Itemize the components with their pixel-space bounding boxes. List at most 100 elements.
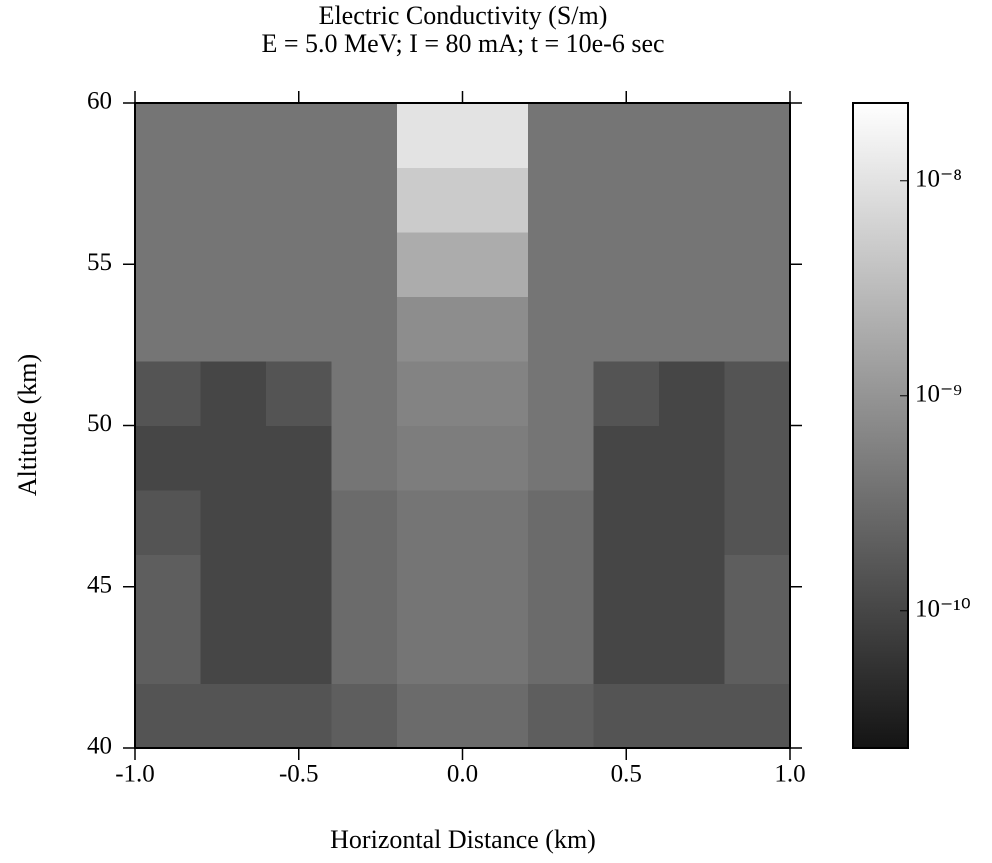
heat-cell — [200, 361, 267, 426]
heat-cell — [331, 619, 398, 684]
heat-cell — [593, 232, 660, 297]
heat-cell — [397, 296, 463, 362]
heat-cell — [462, 103, 529, 168]
heat-cell — [200, 554, 267, 620]
heat-cell — [659, 619, 725, 684]
heat-cell — [724, 554, 791, 620]
heat-cell — [528, 167, 594, 233]
y-tick-label: 50 — [87, 410, 112, 437]
heat-cell — [331, 103, 398, 168]
heat-cell — [397, 683, 463, 749]
heat-cell — [397, 361, 463, 426]
heat-cell — [593, 490, 660, 555]
heat-cell — [200, 232, 267, 297]
heat-cell — [593, 619, 660, 684]
heat-cell — [266, 167, 332, 233]
heat-cell — [528, 103, 594, 168]
heatmap — [135, 103, 791, 749]
heat-cell — [659, 296, 725, 362]
heat-cell — [528, 296, 594, 362]
heat-cell — [462, 425, 529, 491]
x-tick-label: -1.0 — [115, 761, 155, 788]
heat-cell — [724, 167, 791, 233]
colorbar-tick-label: 10⁻⁹ — [915, 381, 962, 408]
heat-cell — [135, 425, 201, 491]
heat-cell — [724, 683, 791, 749]
heat-cell — [266, 361, 332, 426]
heat-cell — [266, 490, 332, 555]
heat-cell — [528, 490, 594, 555]
heat-cell — [331, 425, 398, 491]
heat-cell — [331, 361, 398, 426]
heat-cell — [331, 683, 398, 749]
heat-cell — [462, 554, 529, 620]
chart-title: Electric Conductivity (S/m) — [319, 1, 608, 30]
heat-cell — [528, 425, 594, 491]
heat-cell — [200, 167, 267, 233]
chart-subtitle: E = 5.0 MeV; I = 80 mA; t = 10e-6 sec — [261, 29, 664, 58]
heat-cell — [200, 103, 267, 168]
heat-cell — [462, 167, 529, 233]
heat-cell — [724, 296, 791, 362]
heat-cell — [724, 619, 791, 684]
heat-cell — [659, 490, 725, 555]
heat-cell — [266, 296, 332, 362]
x-tick-label: -0.5 — [279, 761, 319, 788]
heat-cell — [200, 425, 267, 491]
heat-cell — [528, 683, 594, 749]
heat-cell — [659, 554, 725, 620]
heat-cell — [593, 167, 660, 233]
heat-cell — [135, 490, 201, 555]
heat-cell — [135, 683, 201, 749]
heat-cell — [397, 619, 463, 684]
heat-cell — [331, 554, 398, 620]
colorbar — [852, 102, 909, 749]
heat-cell — [266, 425, 332, 491]
heat-cell — [462, 232, 529, 297]
x-tick-label: 0.0 — [447, 761, 478, 788]
heat-cell — [462, 619, 529, 684]
heat-cell — [331, 490, 398, 555]
heat-cell — [397, 103, 463, 168]
heat-cell — [528, 554, 594, 620]
heat-cell — [331, 167, 398, 233]
heat-cell — [724, 232, 791, 297]
y-tick-label: 45 — [87, 571, 112, 598]
heat-cell — [659, 103, 725, 168]
heat-cell — [331, 296, 398, 362]
heat-cell — [266, 554, 332, 620]
heat-cell — [724, 103, 791, 168]
colorbar-tick-label: 10⁻⁸ — [915, 166, 962, 193]
heat-cell — [397, 167, 463, 233]
y-axis-title: Altitude (km) — [13, 354, 42, 496]
heat-cell — [593, 425, 660, 491]
heat-cell — [724, 490, 791, 555]
heat-cell — [659, 425, 725, 491]
y-tick-label: 55 — [87, 249, 112, 276]
heat-cell — [135, 361, 201, 426]
heat-cell — [593, 296, 660, 362]
heat-cell — [462, 296, 529, 362]
x-tick-label: 0.5 — [611, 761, 642, 788]
heat-cell — [528, 619, 594, 684]
heat-cell — [135, 554, 201, 620]
heat-cell — [200, 296, 267, 362]
heat-cell — [528, 361, 594, 426]
heat-cell — [462, 361, 529, 426]
x-axis-title: Horizontal Distance (km) — [330, 825, 596, 854]
y-tick-label: 60 — [87, 88, 112, 115]
heat-cell — [462, 490, 529, 555]
heat-cell — [135, 619, 201, 684]
heat-cell — [724, 361, 791, 426]
heat-cell — [659, 683, 725, 749]
heat-cell — [659, 232, 725, 297]
colorbar-tick-label: 10⁻¹⁰ — [915, 596, 971, 623]
heat-cell — [266, 683, 332, 749]
heat-cell — [200, 683, 267, 749]
heat-cell — [397, 490, 463, 555]
x-tick-label: 1.0 — [774, 761, 805, 788]
heat-cell — [659, 361, 725, 426]
heat-cell — [593, 554, 660, 620]
heat-cell — [724, 425, 791, 491]
